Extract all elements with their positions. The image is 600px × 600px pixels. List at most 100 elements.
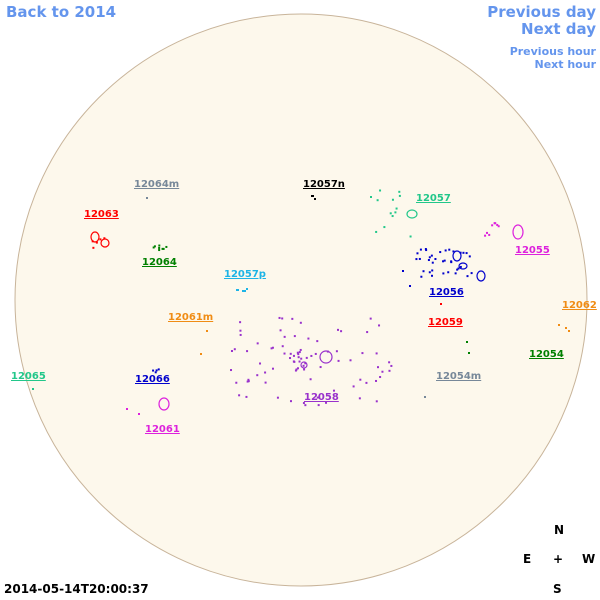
region-label-12054m[interactable]: 12054m bbox=[436, 371, 482, 382]
sunspot-dot-12058 bbox=[291, 317, 294, 320]
sunspot-dot-12058 bbox=[283, 352, 286, 355]
sunspot-dot-12056 bbox=[439, 251, 442, 254]
sunspot-dot-12064 bbox=[161, 247, 164, 250]
region-label-12065[interactable]: 12065 bbox=[11, 371, 46, 382]
sunspot-dot-12058 bbox=[316, 396, 319, 399]
observation-timestamp: 2014-05-14T20:00:37 bbox=[4, 582, 149, 596]
sunspot-dot-12058 bbox=[296, 367, 299, 370]
sunspot-dot-12058 bbox=[292, 360, 295, 363]
back-to-year-link[interactable]: Back to 2014 bbox=[6, 3, 117, 21]
next-day-link[interactable]: Next day bbox=[521, 20, 596, 38]
sunspot-dot-12058 bbox=[365, 381, 368, 384]
sunspot-dot-12056 bbox=[420, 275, 423, 278]
region-label-12063[interactable]: 12063 bbox=[84, 209, 119, 220]
sunspot-dot-12056 bbox=[444, 249, 447, 252]
sunspot-dot-12054m bbox=[424, 396, 426, 398]
sunspot-dot-12058 bbox=[270, 347, 273, 350]
sunspot-dot-12056 bbox=[470, 272, 473, 275]
sunspot-dot-12056 bbox=[452, 250, 455, 253]
sunspot-dot-12058 bbox=[295, 368, 298, 371]
sunspot-dot-12056 bbox=[418, 257, 421, 260]
sunspot-dot-12063 bbox=[103, 237, 106, 240]
previous-day-link[interactable]: Previous day bbox=[487, 3, 596, 21]
region-label-12064m[interactable]: 12064m bbox=[134, 179, 180, 190]
sunspot-dot-12066 bbox=[155, 369, 158, 372]
sunspot-dot-12055 bbox=[491, 224, 494, 227]
sunspot-dot-12058 bbox=[310, 354, 313, 357]
sunspot-dot-12057n bbox=[314, 198, 316, 200]
region-label-12062[interactable]: 12062 bbox=[562, 300, 597, 311]
sunspot-dot-12058 bbox=[230, 369, 233, 372]
sunspot-dot-12058 bbox=[247, 380, 250, 383]
sunspot-dot-12059 bbox=[440, 303, 442, 305]
region-label-12061m[interactable]: 12061m bbox=[168, 312, 214, 323]
region-label-12066[interactable]: 12066 bbox=[135, 374, 170, 385]
sunspot-dot-12057 bbox=[394, 211, 397, 214]
sunspot-dot-12058 bbox=[235, 381, 238, 384]
sunspot-dot-12056 bbox=[431, 274, 434, 277]
solar-disk bbox=[14, 13, 588, 587]
sunspot-dot-12056 bbox=[454, 272, 457, 275]
sunspot-dot-12056 bbox=[448, 248, 451, 251]
sunspot-dot-12058 bbox=[361, 352, 364, 355]
region-label-12059[interactable]: 12059 bbox=[428, 317, 463, 328]
region-label-12058[interactable]: 12058 bbox=[304, 392, 339, 403]
sunspot-dot-12058 bbox=[349, 359, 352, 362]
sunspot-dot-12058 bbox=[294, 369, 297, 372]
sunspot-umbra-12056 bbox=[476, 270, 486, 282]
sunspot-dot-12058 bbox=[298, 360, 301, 363]
sunspot-dot-12058 bbox=[283, 335, 286, 338]
sunspot-dot-12058 bbox=[332, 389, 335, 392]
region-label-12057p[interactable]: 12057p bbox=[224, 269, 266, 280]
region-label-12054[interactable]: 12054 bbox=[529, 349, 564, 360]
sunspot-umbra-12061 bbox=[158, 397, 170, 411]
region-label-12064[interactable]: 12064 bbox=[142, 257, 177, 268]
sunspot-dot-12057p bbox=[242, 290, 246, 292]
region-label-12061[interactable]: 12061 bbox=[145, 424, 180, 435]
previous-hour-link[interactable]: Previous hour bbox=[509, 45, 596, 58]
sunspot-dot-12064 bbox=[162, 247, 165, 250]
sunspot-dot-12056 bbox=[468, 255, 471, 258]
sunspot-dot-12055 bbox=[484, 234, 487, 237]
sunspot-dot-12061m bbox=[200, 353, 202, 355]
sunspot-dot-12064m bbox=[146, 197, 148, 199]
sunspot-dot-12057 bbox=[391, 198, 394, 201]
compass-east: E bbox=[523, 552, 532, 566]
sunspot-dot-12057 bbox=[391, 215, 394, 218]
sunspot-dot-12066 bbox=[157, 368, 160, 371]
sunspot-dot-12058 bbox=[325, 401, 328, 404]
sunspot-dot-12062 bbox=[565, 327, 567, 329]
sunspot-dot-12058 bbox=[369, 317, 372, 320]
sunspot-dot-12058 bbox=[276, 396, 279, 399]
sunspot-dot-12058 bbox=[352, 385, 355, 388]
sunspot-dot-12058 bbox=[381, 370, 384, 373]
sunspot-dot-12061m bbox=[206, 330, 208, 332]
sunspot-dot-12056 bbox=[430, 254, 433, 257]
region-label-12056[interactable]: 12056 bbox=[429, 287, 464, 298]
sunspot-dot-12058 bbox=[256, 342, 259, 345]
region-label-12057[interactable]: 12057 bbox=[416, 193, 451, 204]
sunspot-dot-12058 bbox=[264, 371, 267, 374]
sunspot-dot-12056 bbox=[457, 267, 460, 270]
sunspot-dot-12062 bbox=[568, 330, 570, 332]
sunspot-dot-12056 bbox=[409, 285, 411, 287]
sunspot-dot-12058 bbox=[302, 364, 305, 367]
sunspot-dot-12057 bbox=[370, 196, 372, 198]
sunspot-dot-12063 bbox=[99, 238, 102, 241]
sunspot-dot-12058 bbox=[256, 374, 259, 377]
sunspot-dot-12055 bbox=[485, 231, 488, 234]
sunspot-dot-12062 bbox=[558, 324, 560, 326]
sunspot-dot-12058 bbox=[302, 402, 305, 405]
sunspot-dot-12064 bbox=[158, 249, 161, 252]
sunspot-dot-12057 bbox=[383, 226, 386, 229]
sunspot-dot-12055 bbox=[496, 223, 499, 226]
sunspot-dot-12058 bbox=[281, 345, 284, 348]
sunspot-dot-12055 bbox=[494, 222, 497, 225]
region-label-12057n[interactable]: 12057n bbox=[303, 179, 345, 190]
sunspot-dot-12058 bbox=[340, 330, 343, 333]
next-hour-link[interactable]: Next hour bbox=[534, 58, 597, 71]
sunspot-dot-12056 bbox=[462, 251, 465, 254]
sunspot-dot-12057 bbox=[398, 190, 401, 193]
sunspot-dot-12058 bbox=[316, 340, 319, 343]
region-label-12055[interactable]: 12055 bbox=[515, 245, 550, 256]
